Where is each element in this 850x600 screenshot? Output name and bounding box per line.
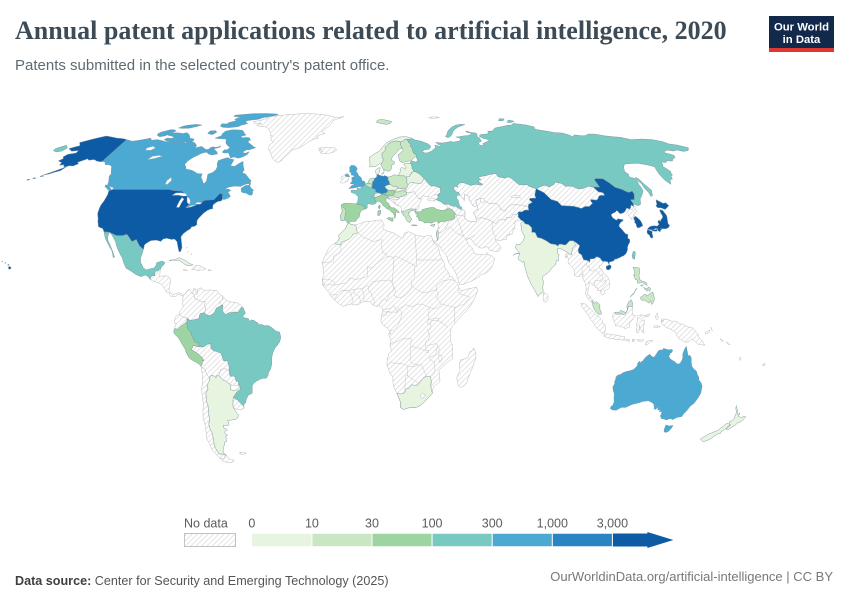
svg-text:10: 10	[305, 517, 319, 531]
svg-text:100: 100	[422, 517, 443, 531]
svg-text:No data: No data	[184, 517, 228, 531]
svg-text:OurWorldinData.org/artificial-: OurWorldinData.org/artificial-intelligen…	[550, 569, 833, 584]
svg-text:30: 30	[365, 517, 379, 531]
svg-text:0: 0	[248, 517, 255, 531]
svg-text:Patents submitted in the selec: Patents submitted in the selected countr…	[15, 57, 389, 74]
svg-text:Our World: Our World	[774, 22, 829, 34]
svg-text:in Data: in Data	[783, 34, 821, 46]
svg-text:Annual patent applications rel: Annual patent applications related to ar…	[15, 16, 727, 45]
svg-text:3,000: 3,000	[597, 517, 628, 531]
svg-text:Data source: Center for Securi: Data source: Center for Security and Eme…	[15, 574, 389, 588]
svg-text:300: 300	[482, 517, 503, 531]
svg-text:1,000: 1,000	[537, 517, 568, 531]
